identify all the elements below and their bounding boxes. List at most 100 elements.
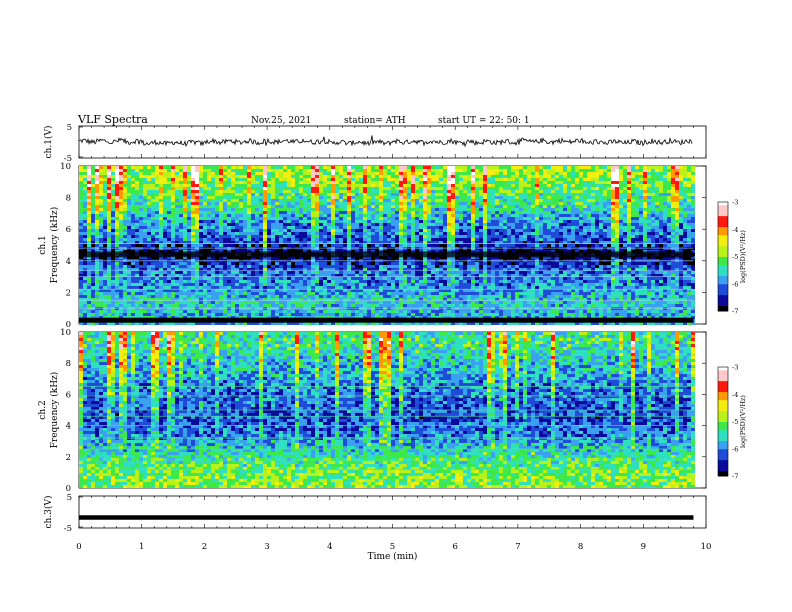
spectrogram-cell bbox=[291, 193, 295, 196]
spectrogram-cell bbox=[275, 202, 279, 205]
spectrogram-cell bbox=[271, 310, 275, 313]
spectrogram-cell bbox=[127, 175, 131, 178]
spectrogram-cell bbox=[207, 178, 211, 181]
spectrogram-cell bbox=[403, 205, 407, 208]
spectrogram-cell bbox=[135, 223, 139, 226]
spectrogram-cell bbox=[155, 211, 159, 214]
spectrogram-cell bbox=[147, 256, 151, 259]
spectrogram-cell bbox=[383, 199, 387, 202]
spectrogram-cell bbox=[359, 184, 363, 187]
spectrogram-cell bbox=[431, 295, 435, 298]
spectrogram-cell bbox=[359, 217, 363, 220]
spectrogram-cell bbox=[199, 214, 203, 217]
spectrogram-cell bbox=[367, 310, 371, 313]
spectrogram-cell bbox=[143, 241, 147, 244]
spectrogram-cell bbox=[399, 313, 403, 316]
spectrogram-cell bbox=[283, 322, 287, 325]
spectrogram-cell bbox=[199, 265, 203, 268]
spectrogram-cell bbox=[231, 202, 235, 205]
spectrogram-cell bbox=[319, 202, 323, 205]
spectrogram-cell bbox=[107, 295, 111, 298]
spectrogram-cell bbox=[123, 199, 127, 202]
spectrogram-cell bbox=[415, 235, 419, 238]
spectrogram-cell bbox=[335, 292, 339, 295]
spectrogram-cell bbox=[155, 265, 159, 268]
spectrogram-cell bbox=[383, 211, 387, 214]
spectrogram-cell bbox=[195, 202, 199, 205]
spectrogram-cell bbox=[287, 211, 291, 214]
spectrogram-cell bbox=[219, 178, 223, 181]
spectrogram-cell bbox=[83, 301, 87, 304]
spectrogram-cell bbox=[87, 322, 91, 325]
spectrogram-cell bbox=[327, 241, 331, 244]
spectrogram-cell bbox=[159, 304, 163, 307]
spectrogram-cell bbox=[263, 202, 267, 205]
spectrogram-cell bbox=[423, 298, 427, 301]
spectrogram-cell bbox=[355, 181, 359, 184]
spectrogram-cell bbox=[383, 283, 387, 286]
spectrogram-cell bbox=[423, 211, 427, 214]
spectrogram-cell bbox=[279, 211, 283, 214]
spectrogram-cell bbox=[295, 199, 299, 202]
spectrogram-cell bbox=[395, 214, 399, 217]
spectrogram-cell bbox=[419, 271, 423, 274]
spectrogram-cell bbox=[195, 268, 199, 271]
spectrogram-cell bbox=[383, 181, 387, 184]
spectrogram-cell bbox=[335, 208, 339, 211]
spectrogram-cell bbox=[435, 220, 439, 223]
spectrogram-cell bbox=[191, 256, 195, 259]
spectrogram-cell bbox=[107, 184, 111, 187]
spectrogram-cell bbox=[251, 244, 255, 247]
spectrogram-cell bbox=[307, 256, 311, 259]
spectrogram-cell bbox=[419, 172, 423, 175]
spectrogram-cell bbox=[239, 190, 243, 193]
spectrogram-cell bbox=[363, 169, 367, 172]
spectrogram-cell bbox=[347, 310, 351, 313]
spectrogram-cell bbox=[419, 205, 423, 208]
spectrogram-cell bbox=[251, 232, 255, 235]
spectrogram-cell bbox=[155, 187, 159, 190]
spectrogram-cell bbox=[79, 211, 83, 214]
spectrogram-cell bbox=[279, 283, 283, 286]
spectrogram-cell bbox=[211, 268, 215, 271]
spectrogram-cell bbox=[431, 181, 435, 184]
spectrogram-cell bbox=[159, 238, 163, 241]
spectrogram-cell bbox=[379, 166, 383, 169]
spectrogram-cell bbox=[231, 205, 235, 208]
spectrogram-cell bbox=[235, 238, 239, 241]
spectrogram-cell bbox=[183, 220, 187, 223]
spectrogram-cell bbox=[375, 280, 379, 283]
spectrogram-cell bbox=[251, 295, 255, 298]
spectrogram-cell bbox=[419, 283, 423, 286]
spectrogram-cell bbox=[355, 301, 359, 304]
spectrogram-cell bbox=[227, 238, 231, 241]
spectrogram-cell bbox=[399, 322, 403, 325]
spectrogram-cell bbox=[79, 238, 83, 241]
spectrogram-cell bbox=[311, 265, 315, 268]
spectrogram-cell bbox=[331, 310, 335, 313]
spectrogram-cell bbox=[311, 220, 315, 223]
spectrogram-cell bbox=[255, 262, 259, 265]
spectrogram-cell bbox=[259, 220, 263, 223]
spectrogram-cell bbox=[211, 262, 215, 265]
spectrogram-cell bbox=[407, 235, 411, 238]
spectrogram-cell bbox=[267, 211, 271, 214]
spectrogram-cell bbox=[287, 232, 291, 235]
spectrogram-cell bbox=[295, 316, 299, 319]
spectrogram-cell bbox=[227, 199, 231, 202]
spectrogram-cell bbox=[215, 223, 219, 226]
spectrogram-cell bbox=[223, 262, 227, 265]
spectrogram-cell bbox=[187, 283, 191, 286]
spectrogram-cell bbox=[171, 226, 175, 229]
spectrogram-cell bbox=[307, 235, 311, 238]
spectrogram-cell bbox=[395, 187, 399, 190]
spectrogram-cell bbox=[131, 274, 135, 277]
spectrogram-cell bbox=[203, 217, 207, 220]
spectrogram-cell bbox=[267, 256, 271, 259]
spectrogram-cell bbox=[259, 187, 263, 190]
spectrogram-cell bbox=[143, 226, 147, 229]
spectrogram-cell bbox=[243, 244, 247, 247]
spectrogram-cell bbox=[203, 223, 207, 226]
spectrogram-cell bbox=[91, 271, 95, 274]
spectrogram-cell bbox=[291, 238, 295, 241]
